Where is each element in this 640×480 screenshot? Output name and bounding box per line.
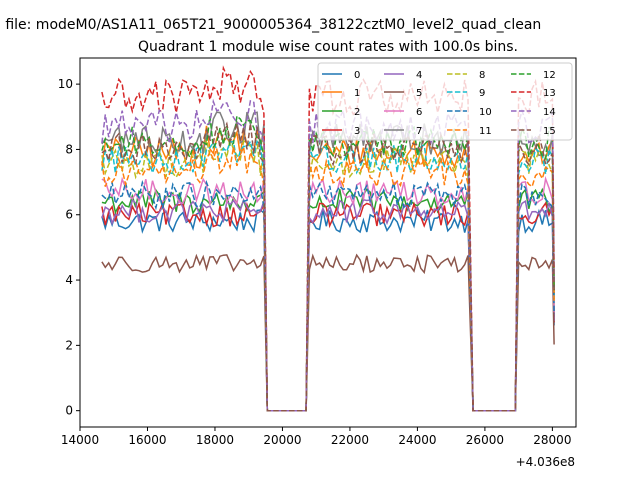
legend-label-13: 13 [543, 88, 556, 99]
series-line-0 [101, 208, 555, 412]
axes-frame [79, 57, 577, 428]
y-tick-label: 2 [65, 338, 73, 352]
x-tick-label: 16000 [128, 433, 166, 447]
y-tick-label: 6 [65, 208, 73, 222]
x-tick-label: 26000 [466, 433, 504, 447]
legend-label-1: 1 [354, 88, 360, 99]
legend-label-2: 2 [354, 107, 360, 118]
legend-label-8: 8 [479, 70, 485, 81]
legend-label-12: 12 [543, 70, 556, 81]
figure-suptitle: n file: modeM0/AS1A11_065T21_9000005364_… [0, 17, 541, 33]
y-tick-label: 0 [65, 404, 73, 418]
x-tick-label: 20000 [263, 433, 301, 447]
legend-label-11: 11 [479, 126, 492, 137]
series-line-4 [101, 198, 555, 412]
legend-label-14: 14 [543, 107, 556, 118]
x-tick-label: 22000 [331, 433, 369, 447]
series-line-11 [101, 144, 555, 412]
series-line-5 [101, 253, 555, 412]
y-tick-label: 8 [65, 142, 73, 156]
series-line-9 [101, 139, 555, 412]
legend-label-7: 7 [416, 126, 422, 137]
series-line-10 [101, 179, 555, 412]
y-tick-label: 10 [58, 77, 73, 91]
y-axis: 0 2 4 6 8 10 [58, 77, 80, 418]
chart-title: Quadrant 1 module wise count rates with … [138, 39, 518, 55]
legend-label-4: 4 [416, 70, 422, 81]
legend-box [317, 62, 573, 141]
series-line-8 [101, 138, 555, 412]
legend-label-15: 15 [543, 126, 556, 137]
legend-label-10: 10 [479, 107, 492, 118]
y-tick-label: 4 [65, 273, 73, 287]
legend-label-0: 0 [354, 70, 360, 81]
x-tick-label: 18000 [196, 433, 234, 447]
x-axis: 14000 16000 18000 20000 22000 24000 26000 28000 [61, 427, 571, 447]
x-axis-offset-label: +4.036e8 [516, 455, 575, 469]
series-line-1 [101, 125, 555, 412]
x-tick-label: 28000 [533, 433, 571, 447]
legend-label-9: 9 [479, 88, 485, 99]
x-tick-label: 24000 [398, 433, 436, 447]
legend-label-3: 3 [354, 126, 360, 137]
x-tick-label: 14000 [61, 433, 99, 447]
legend-label-5: 5 [416, 88, 422, 99]
legend-label-6: 6 [416, 107, 422, 118]
